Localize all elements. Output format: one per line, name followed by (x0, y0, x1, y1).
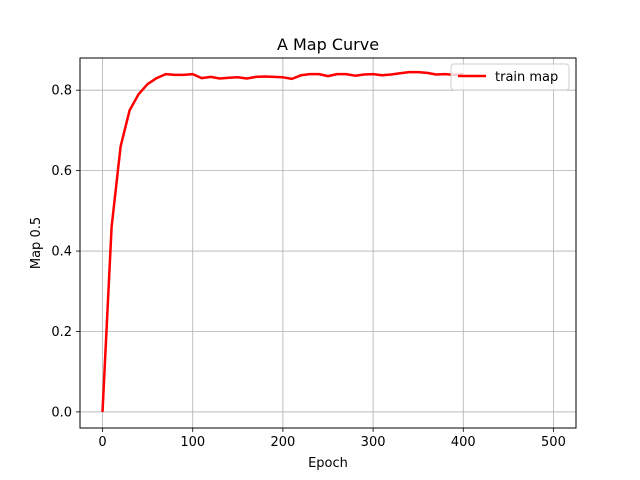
x-tick-label: 200 (270, 435, 295, 450)
series-line-train-map (101, 70, 464, 412)
y-axis: 0.0 0.2 0.4 0.6 0.8 (51, 84, 80, 420)
y-tick-label: 0.8 (51, 84, 72, 99)
series-layer (101, 70, 464, 412)
x-axis-label: Epoch (308, 456, 348, 471)
y-axis-label: Map 0.5 (29, 217, 44, 269)
legend-box (450, 63, 570, 91)
y-tick-label: 0.4 (51, 245, 72, 260)
y-tick-label: 0.0 (51, 405, 72, 420)
legend-label-train-map: train map (495, 70, 558, 85)
legend: train map (450, 63, 570, 91)
y-tick-label: 0.6 (51, 164, 72, 179)
x-tick-label: 500 (541, 435, 566, 450)
x-tick-label: 0 (98, 435, 106, 450)
chart-title: A Map Curve (277, 35, 379, 54)
x-axis: 0 100 200 300 400 500 (98, 428, 566, 450)
x-tick-label: 100 (180, 435, 205, 450)
plot-frame (79, 57, 577, 429)
y-tick-label: 0.2 (51, 325, 72, 340)
x-tick-label: 300 (361, 435, 386, 450)
x-tick-label: 400 (451, 435, 476, 450)
